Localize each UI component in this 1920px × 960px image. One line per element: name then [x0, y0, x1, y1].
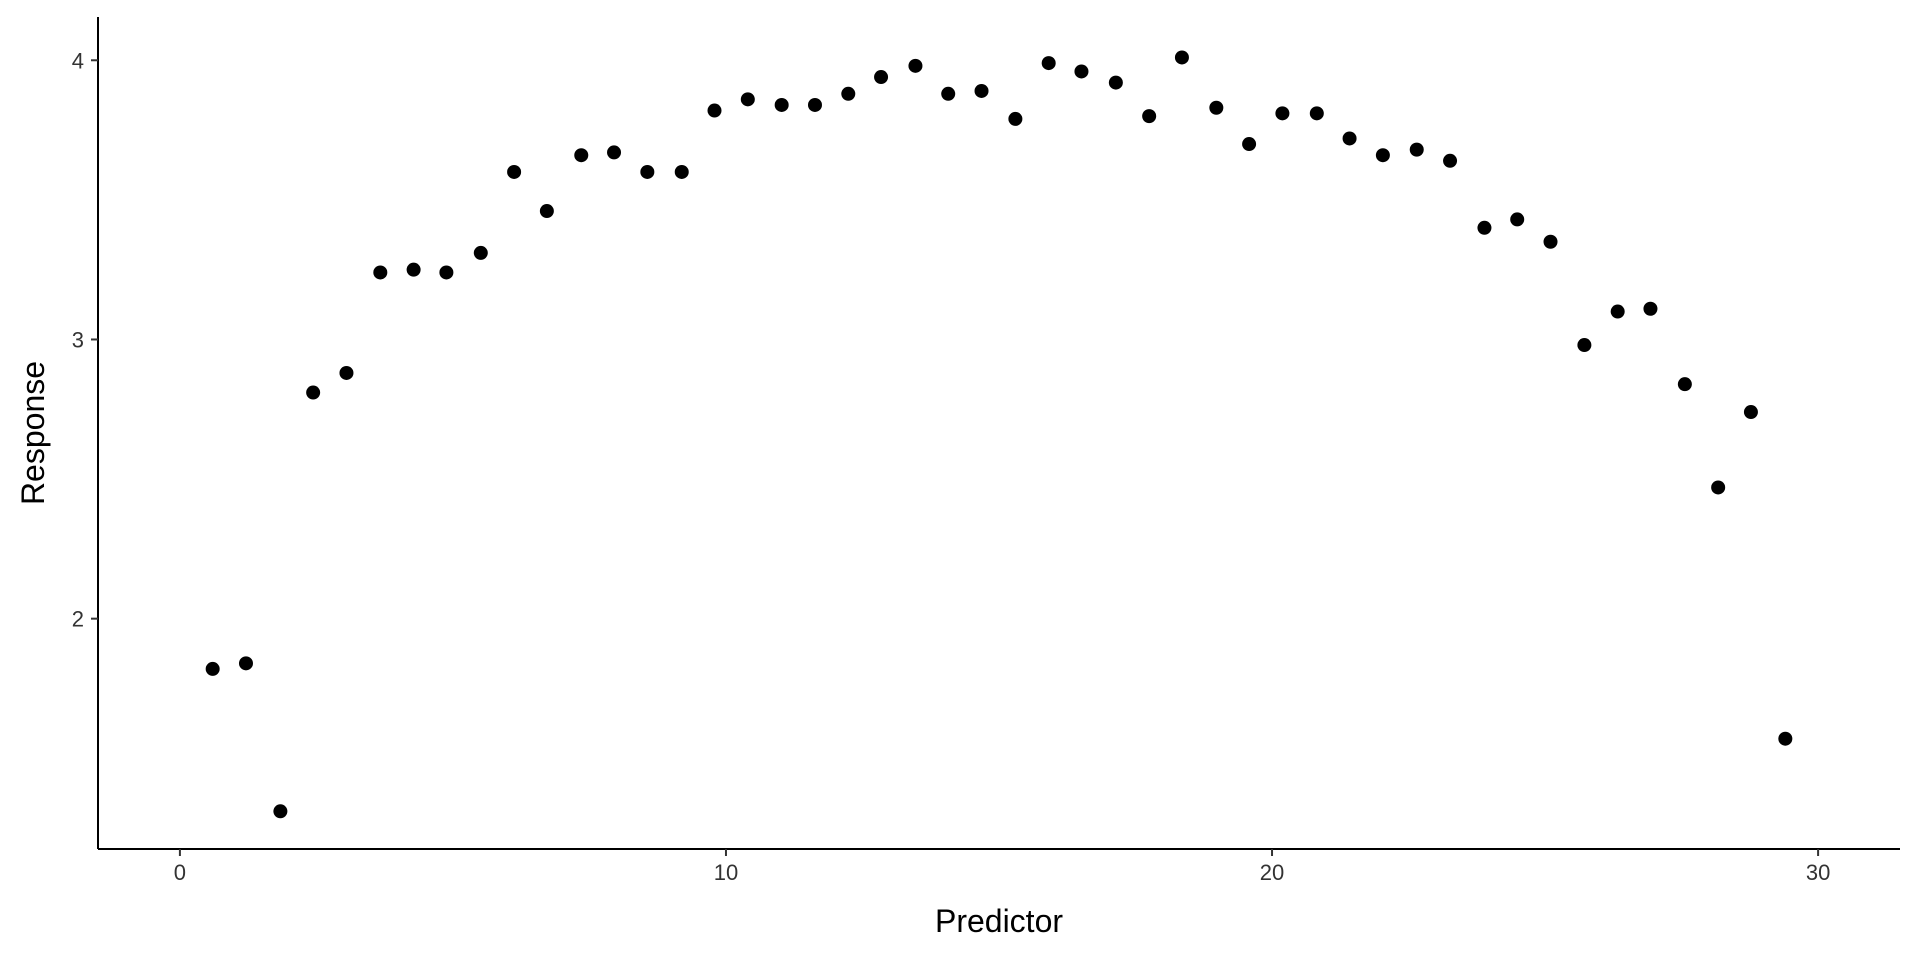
x-tick-label: 20 [1260, 860, 1284, 885]
point [1209, 100, 1224, 115]
point [707, 103, 722, 118]
point [1142, 109, 1157, 124]
point [941, 86, 956, 101]
point [607, 145, 622, 160]
point [1743, 405, 1758, 420]
point [1074, 64, 1089, 79]
point [841, 86, 856, 101]
point [740, 92, 755, 107]
point [1242, 137, 1257, 152]
point [1008, 111, 1023, 126]
point [339, 365, 354, 380]
point [473, 245, 488, 260]
point [1275, 106, 1290, 121]
point [539, 204, 554, 219]
point [974, 83, 989, 98]
point [1409, 142, 1424, 157]
x-tick-label: 0 [174, 860, 186, 885]
point [406, 262, 421, 277]
point [1443, 153, 1458, 168]
point [1510, 212, 1525, 227]
point [1174, 50, 1189, 65]
point [774, 97, 789, 112]
point [373, 265, 388, 280]
point [1577, 338, 1592, 353]
point [1677, 377, 1692, 392]
point [908, 58, 923, 73]
point [1342, 131, 1357, 146]
point [1041, 56, 1056, 71]
x-tick-label: 30 [1806, 860, 1830, 885]
point [1543, 234, 1558, 249]
x-axis-title: Predictor [935, 903, 1063, 939]
point [238, 656, 253, 671]
point [640, 164, 655, 179]
point [1375, 148, 1390, 163]
point [874, 70, 889, 85]
y-axis-title: Response [15, 361, 51, 505]
point [1643, 301, 1658, 316]
point [807, 97, 822, 112]
x-tick-label: 10 [714, 860, 738, 885]
point [674, 164, 689, 179]
y-tick-label: 3 [72, 327, 84, 352]
point [1108, 75, 1123, 90]
point [1778, 731, 1793, 746]
point [1477, 220, 1492, 235]
point [439, 265, 454, 280]
point [574, 148, 589, 163]
point [1309, 106, 1324, 121]
point [507, 164, 522, 179]
y-tick-label: 4 [72, 48, 84, 73]
point [273, 804, 288, 819]
point [1711, 480, 1726, 495]
y-tick-label: 2 [72, 607, 84, 632]
point [1610, 304, 1625, 319]
point [205, 661, 220, 676]
point [306, 385, 321, 400]
